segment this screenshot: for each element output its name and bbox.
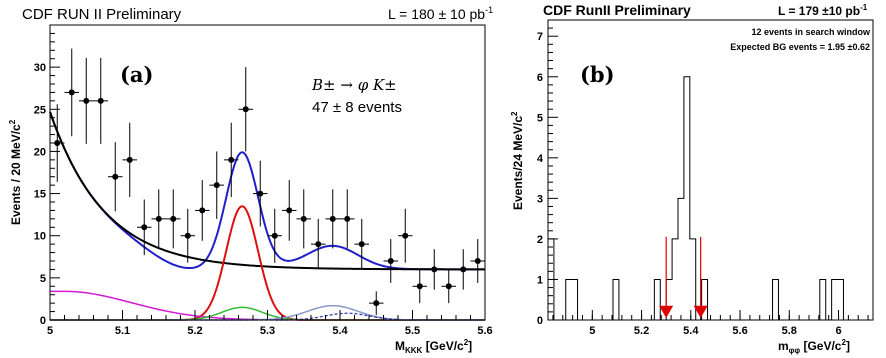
a-data-point [50,104,65,182]
a-events-label: 47 ± 8 events [312,99,402,116]
a-data-point [253,160,268,227]
a-data-point [267,208,282,263]
b-histogram-bin [822,279,828,320]
b-x-tick-label: 5.2 [634,325,649,337]
a-data-point [180,208,195,263]
a-y-tick-label: 5 [40,273,46,285]
b-histogram-bin [680,198,686,320]
a-data-point [383,239,398,283]
a-x-tick-label: 5.1 [115,325,130,337]
b-panel-label: (b) [580,62,615,87]
b-legend-line-2: Expected BG events = 1.95 ±0.62 [730,42,870,52]
a-data-point [64,48,79,137]
a-data-point [412,269,427,304]
a-decay-label: B± → φ K± [311,76,397,94]
a-data-point [108,142,123,212]
a-data-point [311,218,326,270]
b-x-tick-label: 5.6 [732,325,747,337]
b-x-tick-label: 5.4 [683,325,699,337]
b-histogram-bin [568,279,574,320]
a-data-point [209,151,224,219]
a-data-point [166,189,181,249]
b-window-arrow [693,236,708,318]
a-y-tick-label: 10 [34,231,46,243]
b-histogram-bin [686,77,692,320]
b-histogram-bin [656,279,662,320]
b-y-tick-label: 0 [537,315,543,327]
b-window-arrow [659,236,674,318]
a-data-point [296,189,311,249]
a-data-point [151,189,166,249]
a-curve-1 [49,111,486,271]
b-x-tick-label: 5.8 [782,325,797,337]
panel-b: 0 1 2 3 4 5 6 7 5 5.2 5.4 5.6 5.8 6 CDF RunII Prelimi… [510,2,874,355]
a-data-point [325,189,340,249]
a-x-tick-label: 5.5 [405,325,420,337]
a-data-point [79,57,94,144]
a-data-point [93,57,108,144]
b-x-tick-label: 5 [589,325,595,337]
a-x-axis-title: MKKK [GeV/c2] [395,338,472,355]
a-title: CDF RUN II Preliminary [22,6,182,23]
a-data-point [340,189,355,249]
b-histogram-bin [574,279,580,320]
b-y-tick-label: 1 [537,274,543,286]
a-data-point [456,249,471,290]
b-histogram-bin [668,279,674,320]
b-axis-ticks: 0 1 2 3 4 5 6 7 5 5.2 5.4 5.6 5.8 6 [537,27,869,337]
b-histogram-outline [547,76,873,321]
a-x-tick-label: 5 [47,325,53,337]
b-y-tick-label: 5 [537,112,543,124]
b-y-tick-label: 7 [537,31,543,43]
b-title: CDF RunII Preliminary [543,2,691,18]
a-data-point [238,67,253,152]
b-x-axis-title: mφφ [GeV/c2] [778,338,850,355]
a-data-point [224,122,239,197]
b-histogram-bin [775,279,781,320]
a-y-tick-label: 25 [34,104,46,116]
a-data-point [195,180,210,241]
b-histogram-bin [840,279,846,320]
a-y-tick-label: 15 [34,189,46,201]
a-data-point [369,291,384,315]
a-panel-label: (a) [120,62,153,87]
b-histogram-bin [674,239,680,320]
a-data-point [427,249,442,290]
a-x-tick-label: 5.2 [187,325,202,337]
b-y-axis-title: Events/24 MeV/c2 [510,111,525,210]
b-luminosity: L = 179 ±10 pb-1 [778,3,868,18]
a-data-point [470,239,485,283]
b-y-tick-label: 2 [537,234,543,246]
a-data-points [50,48,485,315]
a-y-tick-label: 20 [34,146,46,158]
a-data-point [398,208,413,263]
a-data-point [122,122,137,197]
b-y-tick-label: 3 [537,193,543,205]
a-data-point [282,180,297,241]
a-y-tick-label: 0 [40,315,46,327]
b-histogram-bin [615,279,621,320]
b-histogram [547,76,873,321]
a-y-axis-title: Events / 20 MeV/c2 [8,119,23,225]
b-x-tick-label: 6 [835,325,841,337]
b-histogram-bin [704,279,710,320]
a-luminosity: L = 180 ± 10 pb-1 [388,5,493,22]
a-data-point [441,269,456,304]
a-y-tick-label: 30 [34,62,46,74]
b-search-window-arrows [659,236,708,318]
a-data-point [354,218,369,270]
a-x-tick-label: 5.4 [332,325,348,337]
b-y-tick-label: 6 [537,72,543,84]
a-data-point [137,199,152,256]
a-x-tick-label: 5.6 [477,325,492,337]
a-x-tick-label: 5.3 [260,325,275,337]
b-y-tick-label: 4 [537,153,544,165]
b-legend-line-1: 12 events in search window [751,27,871,37]
